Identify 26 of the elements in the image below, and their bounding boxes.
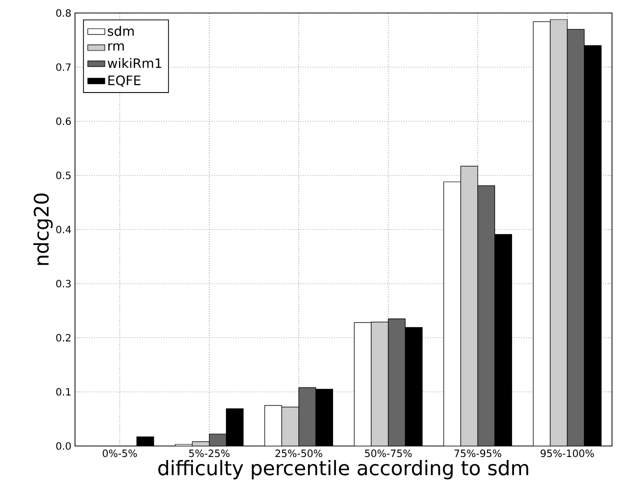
- bar: [388, 318, 406, 446]
- legend-label: sdm: [108, 26, 134, 36]
- legend-label: EQFE: [108, 75, 140, 87]
- x-tick-label: 5%-25%: [189, 450, 230, 458]
- y-tick-label: 0.2: [56, 334, 70, 342]
- y-tick-label: 0.3: [56, 280, 71, 288]
- y-tick-label: 0.4: [56, 226, 71, 234]
- x-axis-title: difficulty percentile according to sdm: [158, 460, 528, 480]
- y-tick-label: 0.6: [56, 117, 71, 126]
- bar: [477, 185, 496, 446]
- x-tick-label: 75%-95%: [454, 450, 502, 458]
- legend-label: wikiRm1: [108, 58, 162, 68]
- y-tick-label: 0.5: [56, 172, 71, 180]
- x-tick-label: 0%-5%: [102, 450, 137, 458]
- x-tick-label: 95%-100%: [540, 450, 594, 458]
- bar: [298, 387, 316, 446]
- x-tick-label: 50%-75%: [364, 450, 412, 458]
- bar: [566, 28, 585, 446]
- y-tick-label: 0.1: [56, 388, 71, 396]
- x-tick-label: 25%-50%: [275, 450, 322, 458]
- y-tick-label: 0.0: [56, 442, 71, 450]
- y-tick-label: 0.8: [56, 9, 71, 17]
- bar: [209, 434, 226, 446]
- y-tick-label: 0.7: [56, 63, 71, 71]
- y-axis-title: ndcg20: [33, 194, 53, 265]
- legend-label: rm: [108, 43, 124, 51]
